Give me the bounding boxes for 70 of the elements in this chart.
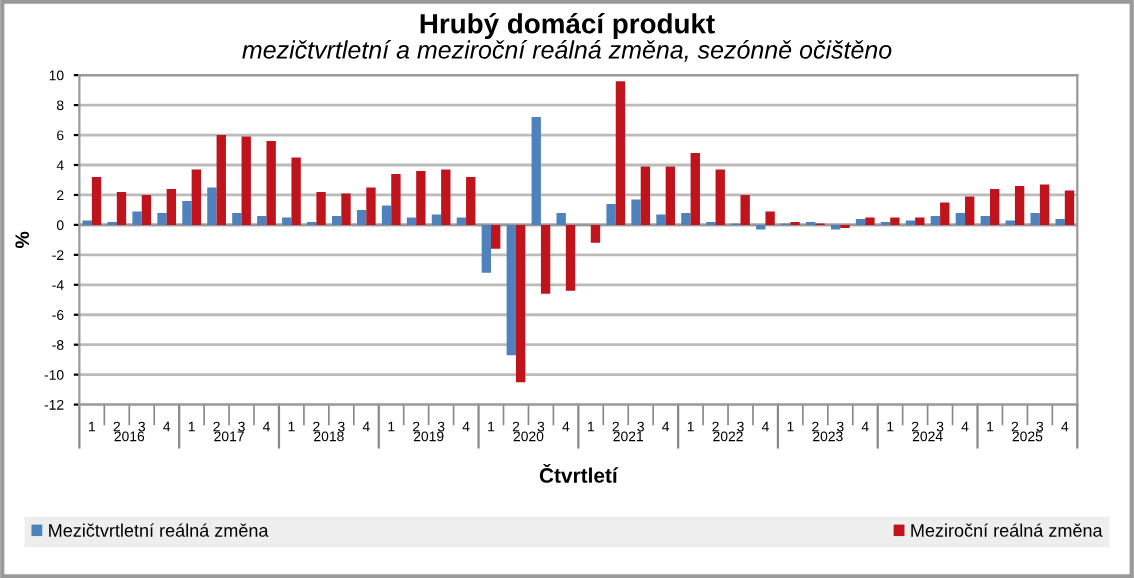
bar [391,173,401,225]
bar [166,188,177,225]
bar [456,217,467,225]
chart-subtitle: mezičtvrtletní a meziroční reálná změna, sezónně očištěno [242,40,892,62]
bar [441,169,451,225]
bar [241,136,251,225]
bar [989,188,1000,225]
bar [1064,190,1075,225]
bar [640,166,651,225]
bar [116,191,127,225]
legend-label: Meziroční reálná změna [911,523,1103,537]
bar [191,169,201,225]
bar [980,215,990,225]
bar [431,214,442,225]
bar [282,217,292,225]
bar [515,224,526,383]
bar [590,224,601,243]
bar [232,212,242,225]
chart-title: Hrubý domácí produkt [420,12,715,40]
bar [331,215,342,225]
bar [506,224,516,356]
bar [540,224,551,294]
bar [531,117,541,225]
x-axis-title: Čtvrtletí [539,463,619,483]
bar [855,218,866,225]
bar [715,169,725,225]
bar [266,141,276,225]
bar [690,153,700,225]
bar [141,194,152,225]
bar [491,224,501,249]
bar [955,212,966,225]
bar [890,217,900,225]
bar [341,193,351,225]
bar [1014,185,1025,225]
bar [1055,218,1065,225]
bar [1030,212,1040,225]
bar [656,214,666,225]
bar [216,135,226,225]
bar [665,166,676,225]
bar [615,81,626,225]
bar [91,176,102,225]
bar [157,212,167,225]
bar [940,202,950,225]
bar [681,212,691,225]
bar [565,224,576,291]
bar [207,187,217,225]
bar [257,215,267,225]
bar [556,212,566,225]
bar [132,211,142,225]
bar [740,194,750,225]
bar [182,200,192,225]
bar [631,199,641,225]
bar [366,187,376,225]
bar [381,205,392,225]
bar [606,203,616,225]
bar [291,157,301,225]
bar [965,196,975,225]
bar [865,217,875,225]
bar [1039,184,1050,225]
bar [915,217,925,225]
y-axis-title: % [15,231,30,249]
bar [481,224,492,273]
bar [765,211,775,225]
bar [406,217,417,225]
bar [416,170,426,225]
bar [466,176,476,225]
legend-label: Mezičtvrtletní reálná změna [49,523,269,537]
bar [930,215,941,225]
bar [356,209,367,225]
bar [316,191,326,225]
